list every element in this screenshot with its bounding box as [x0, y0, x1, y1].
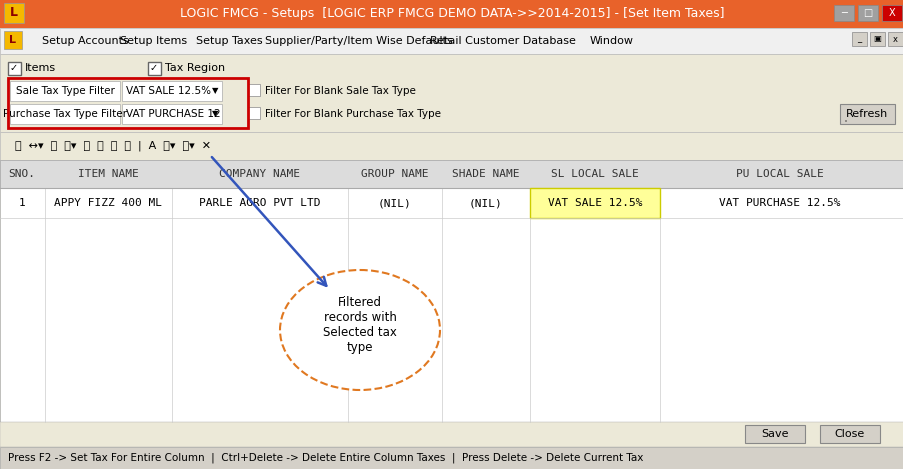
Text: 💾  ↔▾  🗐  🔲▾  🌐  🔺  👥  📊  |  A  🔲▾  🖶▾  ✕: 💾 ↔▾ 🗐 🔲▾ 🌐 🔺 👥 📊 | A 🔲▾ 🖶▾ ✕ [8, 141, 211, 151]
Text: 1: 1 [19, 198, 25, 208]
Bar [0, 447, 903, 469]
Bar [0, 54, 903, 132]
Bar [122, 104, 222, 124]
Text: Close: Close [834, 429, 864, 439]
Bar [4, 31, 22, 49]
Bar [4, 3, 24, 23]
Bar [0, 28, 903, 54]
Bar [247, 84, 260, 96]
Bar [0, 160, 903, 188]
Text: COMPANY NAME: COMPANY NAME [219, 169, 300, 179]
Bar [887, 32, 902, 46]
Bar [0, 160, 903, 422]
Text: Setup Taxes: Setup Taxes [196, 36, 263, 46]
Text: L: L [10, 7, 18, 20]
Text: Supplier/Party/Item Wise Defaults: Supplier/Party/Item Wise Defaults [265, 36, 452, 46]
Text: VAT PURCHASE 12: VAT PURCHASE 12 [126, 109, 220, 119]
Bar [744, 425, 804, 443]
Bar [0, 422, 903, 447]
Bar [857, 5, 877, 21]
Text: (NIL): (NIL) [469, 198, 502, 208]
Text: VAT SALE 12.5%: VAT SALE 12.5% [126, 86, 210, 96]
Text: ─: ─ [840, 8, 846, 18]
Bar [247, 107, 260, 119]
Text: Setup Accounts: Setup Accounts [42, 36, 128, 46]
Text: Tax Region: Tax Region [165, 63, 225, 73]
Text: Items: Items [25, 63, 56, 73]
Text: Filtered
records with
Selected tax
type: Filtered records with Selected tax type [322, 296, 396, 354]
Bar [0, 132, 903, 160]
Text: ▣: ▣ [872, 35, 880, 44]
Text: _: _ [856, 35, 861, 44]
Bar [869, 32, 884, 46]
Text: VAT PURCHASE 12.5%: VAT PURCHASE 12.5% [719, 198, 840, 208]
Bar [10, 81, 120, 101]
Text: Press F2 -> Set Tax For Entire Column  |  Ctrl+Delete -> Delete Entire Column Ta: Press F2 -> Set Tax For Entire Column | … [8, 453, 643, 463]
Text: ▼: ▼ [211, 86, 218, 96]
Ellipse shape [280, 270, 440, 390]
Bar [10, 104, 120, 124]
Text: VAT SALE 12.5%: VAT SALE 12.5% [547, 198, 641, 208]
Text: ✓: ✓ [10, 63, 18, 73]
Text: ITEM NAME: ITEM NAME [78, 169, 138, 179]
Text: GROUP NAME: GROUP NAME [361, 169, 428, 179]
Bar [833, 5, 853, 21]
Bar [148, 62, 161, 75]
Text: ▼: ▼ [211, 109, 218, 119]
Text: Save: Save [760, 429, 788, 439]
Text: Retail Customer Database: Retail Customer Database [430, 36, 575, 46]
Text: SNO.: SNO. [8, 169, 35, 179]
Text: □: □ [862, 8, 871, 18]
Bar [851, 32, 866, 46]
Text: Sale Tax Type Filter: Sale Tax Type Filter [15, 86, 115, 96]
Text: Window: Window [590, 36, 633, 46]
Bar [8, 78, 247, 128]
Bar [529, 188, 659, 218]
Text: L: L [10, 35, 16, 45]
Text: SL LOCAL SALE: SL LOCAL SALE [551, 169, 638, 179]
Text: Refresh: Refresh [845, 109, 887, 119]
Text: ✓: ✓ [150, 63, 158, 73]
Bar [839, 104, 894, 124]
Bar [8, 62, 21, 75]
Text: SHADE NAME: SHADE NAME [452, 169, 519, 179]
Bar [122, 81, 222, 101]
Text: X: X [888, 8, 894, 18]
Bar [0, 0, 903, 28]
Text: LOGIC FMCG - Setups  [LOGIC ERP FMCG DEMO DATA->>2014-2015] - [Set Item Taxes]: LOGIC FMCG - Setups [LOGIC ERP FMCG DEMO… [180, 8, 723, 21]
Bar [881, 5, 901, 21]
Text: APPY FIZZ 400 ML: APPY FIZZ 400 ML [54, 198, 162, 208]
Text: Filter For Blank Sale Tax Type: Filter For Blank Sale Tax Type [265, 86, 415, 96]
Text: Filter For Blank Purchase Tax Type: Filter For Blank Purchase Tax Type [265, 109, 441, 119]
Bar [819, 425, 879, 443]
Text: (NIL): (NIL) [377, 198, 412, 208]
Text: x: x [891, 35, 897, 44]
Text: PU LOCAL SALE: PU LOCAL SALE [735, 169, 823, 179]
Text: Setup Items: Setup Items [120, 36, 187, 46]
Text: PARLE AGRO PVT LTD: PARLE AGRO PVT LTD [199, 198, 321, 208]
Text: Purchase Tax Type Filter: Purchase Tax Type Filter [3, 109, 126, 119]
